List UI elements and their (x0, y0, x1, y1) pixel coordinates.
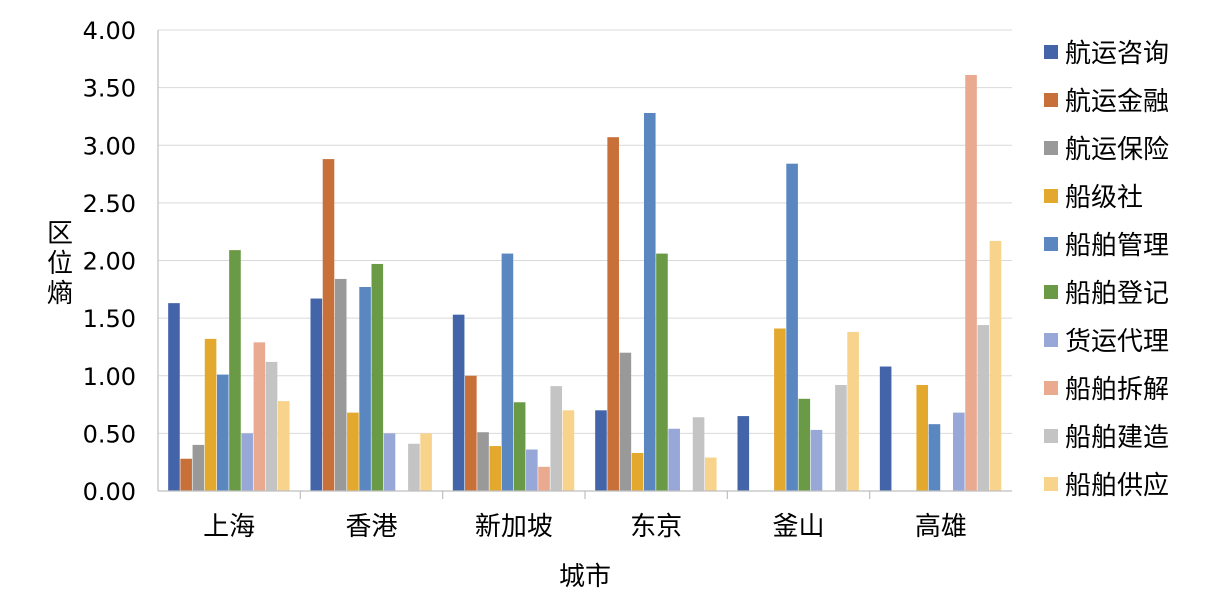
bar-8-6 (965, 74, 977, 491)
bar-6-4 (656, 253, 668, 491)
bar-9-2 (408, 443, 420, 491)
legend-label: 船舶管理 (1065, 231, 1169, 261)
x-category-label: 香港 (345, 512, 397, 542)
bar-4-4 (631, 452, 644, 491)
x-category-label: 新加坡 (475, 512, 553, 542)
bar-10-3 (562, 410, 575, 491)
y-tick-label: 1.00 (83, 363, 136, 391)
bar-4-3 (489, 446, 502, 491)
bar-3-2 (334, 278, 347, 491)
bar-10-2 (420, 433, 432, 491)
bar-8-1 (253, 342, 266, 491)
legend-label: 航运金融 (1065, 87, 1169, 117)
bar-5-3 (501, 253, 514, 491)
bar-2-4 (607, 137, 619, 491)
bar-6-1 (229, 250, 241, 491)
bar-6-3 (513, 402, 526, 491)
bar-1-4 (595, 410, 607, 491)
legend-swatch (1044, 93, 1058, 107)
bar-7-5 (810, 429, 823, 491)
y-tick-label: 4.00 (83, 17, 136, 45)
gridlines (158, 29, 1012, 434)
bar-1-5 (737, 416, 750, 491)
bar-3-1 (192, 444, 205, 491)
x-category-label: 上海 (203, 512, 255, 542)
bar-7-2 (383, 433, 396, 491)
legend-label: 货运代理 (1065, 327, 1169, 357)
bar-5-1 (216, 374, 229, 491)
bar-1-1 (168, 303, 180, 491)
bar-4-1 (204, 338, 217, 491)
bar-2-2 (322, 159, 335, 491)
legend-label: 船舶建造 (1065, 423, 1169, 453)
x-category-label: 高雄 (915, 512, 967, 542)
bar-9-1 (265, 361, 278, 491)
legend-swatch (1044, 141, 1058, 155)
legend-label: 船舶登记 (1065, 279, 1169, 309)
bar-4-6 (916, 384, 929, 491)
bar-2-1 (180, 458, 192, 491)
bar-10-5 (847, 331, 859, 491)
bar-7-3 (526, 449, 538, 491)
legend-label: 航运咨询 (1065, 39, 1169, 69)
y-tick-label: 2.50 (83, 190, 136, 218)
y-axis-title: 区位熵 (47, 219, 73, 309)
x-category-label: 釜山 (772, 512, 824, 542)
bar-1-2 (310, 298, 323, 491)
bar-5-5 (786, 163, 798, 491)
legend-swatch (1044, 45, 1058, 59)
bar-9-5 (835, 384, 847, 491)
y-tick-label: 1.50 (83, 305, 136, 333)
y-tick-label: 3.50 (83, 75, 136, 103)
y-tick-label: 0.00 (83, 478, 136, 506)
bar-3-4 (619, 352, 632, 491)
legend-label: 航运保险 (1065, 135, 1169, 165)
legend-swatch (1044, 189, 1058, 203)
y-tick-label: 3.00 (83, 132, 136, 160)
bar-2-3 (465, 375, 477, 491)
legend-swatch (1044, 477, 1058, 491)
bar-5-6 (928, 424, 941, 491)
bar-9-6 (977, 325, 990, 491)
bar-9-3 (550, 386, 563, 491)
legend-swatch (1044, 381, 1058, 395)
bar-6-5 (798, 398, 811, 491)
bar-1-6 (879, 366, 892, 491)
x-category-label: 东京 (630, 512, 682, 542)
x-axis-title: 城市 (559, 562, 611, 592)
bar-7-6 (953, 412, 965, 491)
bars (168, 74, 1002, 491)
y-tick-label: 0.50 (83, 420, 136, 448)
axes (157, 30, 1012, 499)
bar-5-2 (359, 287, 371, 491)
legend-label: 船舶拆解 (1065, 375, 1169, 405)
legend-swatch (1044, 237, 1058, 251)
y-tick-label: 2.00 (83, 248, 136, 276)
bar-5-4 (643, 112, 656, 491)
bar-1-3 (452, 314, 465, 491)
bar-9-4 (692, 417, 705, 491)
bar-3-3 (477, 432, 489, 491)
bar-10-1 (277, 401, 290, 491)
legend-swatch (1044, 429, 1058, 443)
legend-label: 船级社 (1065, 183, 1143, 213)
legend-swatch (1044, 333, 1058, 347)
bar-8-3 (538, 466, 550, 491)
legend-swatch (1044, 285, 1058, 299)
x-category-labels: 上海 香港 新加坡 东京 釜山 高雄 (203, 512, 967, 542)
bar-7-4 (668, 428, 680, 491)
bar-10-6 (989, 240, 1002, 491)
bar-4-5 (774, 328, 786, 491)
y-tick-labels: 0.00 0.50 1.00 1.50 2.00 2.50 3.00 3.50 4.00 (83, 17, 136, 506)
bar-10-4 (704, 457, 717, 491)
legend-label: 船舶供应 (1065, 471, 1169, 501)
bar-4-2 (347, 412, 359, 491)
bar-6-2 (371, 263, 384, 491)
bar-7-1 (241, 433, 253, 491)
